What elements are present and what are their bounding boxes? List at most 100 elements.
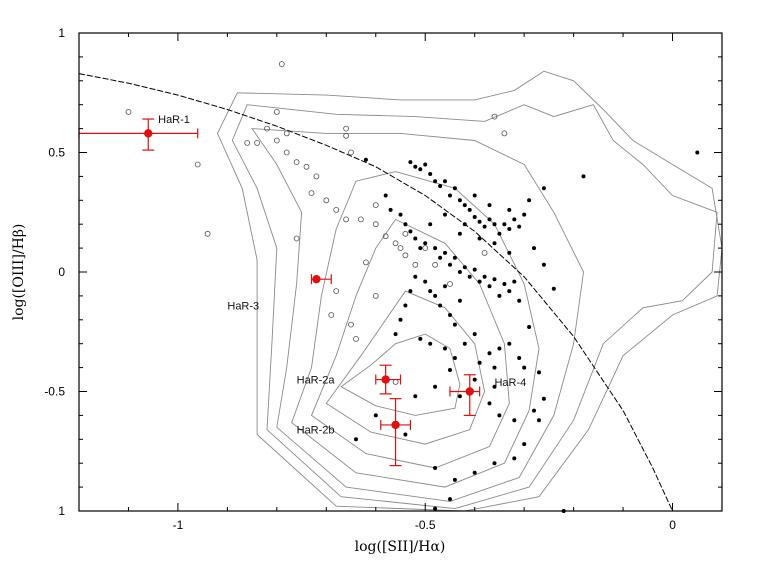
filled-point (452, 356, 457, 360)
filled-point (477, 360, 482, 365)
filled-point (423, 241, 428, 246)
points-layer (125, 61, 700, 513)
filled-point (502, 222, 507, 227)
filled-point (487, 203, 492, 208)
filled-point (507, 341, 512, 346)
y-tick-label: 0.5 (48, 146, 65, 160)
x-tick-label: -0.5 (415, 518, 436, 532)
filled-point (467, 274, 472, 279)
filled-point (522, 365, 527, 370)
open-point (273, 109, 280, 115)
filled-point (452, 255, 457, 260)
highlight-label: HaR-4 (494, 377, 526, 389)
filled-point (472, 332, 477, 337)
filled-point (487, 351, 492, 356)
open-point (382, 233, 389, 240)
open-point (343, 216, 350, 223)
filled-point (457, 231, 462, 236)
filled-point (428, 289, 433, 294)
filled-point (433, 246, 438, 251)
filled-point (443, 179, 447, 184)
filled-point (472, 267, 477, 272)
filled-point (428, 222, 433, 227)
x-tick-label: -1 (173, 518, 184, 532)
filled-point (373, 413, 378, 418)
filled-point (423, 162, 428, 167)
filled-point (537, 418, 541, 423)
filled-point (532, 246, 536, 251)
highlight-label: HaR-2a (297, 375, 336, 387)
filled-point (507, 289, 512, 294)
filled-point (487, 401, 492, 406)
open-point (293, 159, 300, 166)
filled-point (497, 293, 502, 298)
filled-point (433, 179, 438, 184)
dividing-curve (78, 73, 673, 512)
open-point (372, 221, 379, 228)
filled-point (522, 212, 527, 217)
filled-point (517, 298, 522, 303)
open-point (264, 125, 270, 132)
filled-point (492, 461, 497, 466)
filled-point (403, 432, 408, 437)
open-point (254, 139, 261, 146)
filled-point (363, 157, 368, 162)
highlight-har-1: HaR-1 (78, 114, 199, 151)
open-point (278, 61, 285, 67)
open-point (273, 137, 280, 144)
filled-point (388, 207, 393, 212)
open-point (447, 281, 453, 287)
filled-point (497, 413, 502, 418)
filled-point (541, 262, 546, 267)
filled-point (457, 198, 462, 203)
tick-labels-layer: -1 -0.5 0 1 0.5 0 -0.5 1 (44, 26, 676, 532)
filled-point (457, 298, 462, 303)
filled-point (433, 293, 438, 298)
filled-point (398, 317, 403, 322)
open-point (244, 139, 251, 146)
filled-point (443, 250, 447, 255)
filled-point (383, 193, 388, 198)
filled-point (452, 186, 457, 191)
filled-point (448, 262, 452, 267)
filled-point (527, 325, 532, 329)
x-tick-label: 0 (669, 518, 676, 532)
open-point (501, 130, 508, 137)
filled-point (443, 284, 447, 289)
filled-point (541, 396, 546, 401)
filled-point (512, 418, 517, 423)
open-point (348, 321, 354, 328)
filled-point (512, 217, 517, 222)
open-point (432, 261, 439, 268)
filled-point (452, 322, 457, 327)
filled-point (403, 222, 408, 227)
y-tick-label: -0.5 (44, 385, 65, 399)
filled-point (482, 274, 487, 279)
open-point (328, 312, 335, 318)
highlight-point (381, 375, 390, 384)
filled-point (492, 277, 497, 282)
filled-point (413, 274, 418, 279)
filled-point (443, 212, 447, 217)
filled-point (477, 219, 482, 224)
filled-point (448, 313, 452, 317)
filled-point (438, 184, 443, 188)
filled-point (423, 279, 428, 284)
filled-point (492, 365, 497, 370)
open-point (204, 230, 211, 237)
filled-point (551, 286, 556, 291)
filled-point (487, 284, 492, 289)
open-point (491, 113, 498, 120)
contour-level-5 (251, 128, 584, 502)
highlight-har-2a: HaR-2a (297, 364, 402, 395)
open-point (362, 259, 369, 266)
filled-point (438, 255, 443, 260)
open-point (343, 132, 350, 139)
filled-point (541, 186, 546, 191)
filled-point (408, 289, 413, 294)
filled-point (502, 282, 507, 286)
highlight-har-4: HaR-4 (449, 374, 526, 416)
highlighted-points-layer: HaR-1 HaR-3 HaR-2a HaR-2b HaR-4 (78, 114, 526, 467)
highlight-label: HaR-3 (227, 300, 259, 312)
open-point (402, 252, 409, 259)
